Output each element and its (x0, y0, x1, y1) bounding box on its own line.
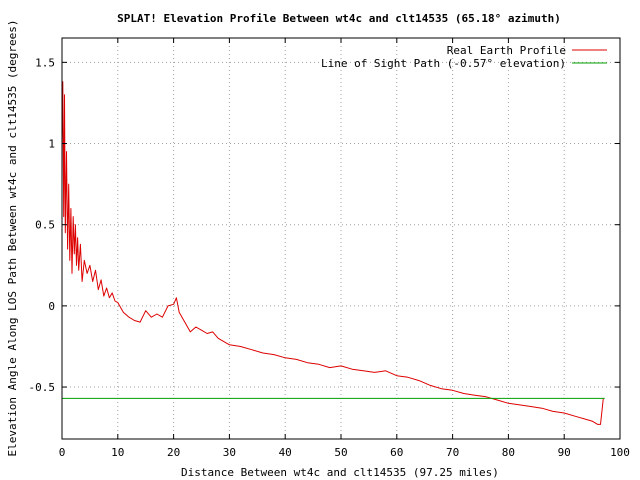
y-tick-label: 1 (48, 138, 55, 151)
grid-lines (62, 38, 620, 439)
y-tick-label: 1.5 (35, 56, 55, 69)
x-tick-label: 0 (59, 446, 66, 459)
chart-title: SPLAT! Elevation Profile Between wt4c an… (117, 12, 561, 25)
legend-label-line-of-sight: Line of Sight Path (-0.57° elevation) (321, 57, 566, 70)
real-earth-profile-line (61, 81, 604, 425)
x-tick-label: 10 (111, 446, 124, 459)
x-tick-label: 100 (610, 446, 630, 459)
x-tick-label: 80 (502, 446, 515, 459)
x-tick-label: 50 (334, 446, 347, 459)
axis-ticks: 0 10 20 30 40 50 60 70 80 90 100 -0.5 0 0.5 1 1.5 (29, 38, 630, 459)
x-tick-label: 40 (279, 446, 292, 459)
x-tick-label: 70 (446, 446, 459, 459)
y-tick-label: 0.5 (35, 219, 55, 232)
y-tick-label: 0 (48, 300, 55, 313)
x-tick-label: 60 (390, 446, 403, 459)
x-axis-label: Distance Between wt4c and clt14535 (97.2… (181, 466, 499, 479)
y-axis-label: Elevation Angle Along LOS Path Between w… (6, 19, 19, 456)
x-tick-label: 20 (167, 446, 180, 459)
y-tick-label: -0.5 (29, 381, 56, 394)
legend-label-real-earth-profile: Real Earth Profile (447, 44, 566, 57)
x-tick-label: 90 (558, 446, 571, 459)
x-tick-label: 30 (223, 446, 236, 459)
plot-area (61, 81, 605, 439)
